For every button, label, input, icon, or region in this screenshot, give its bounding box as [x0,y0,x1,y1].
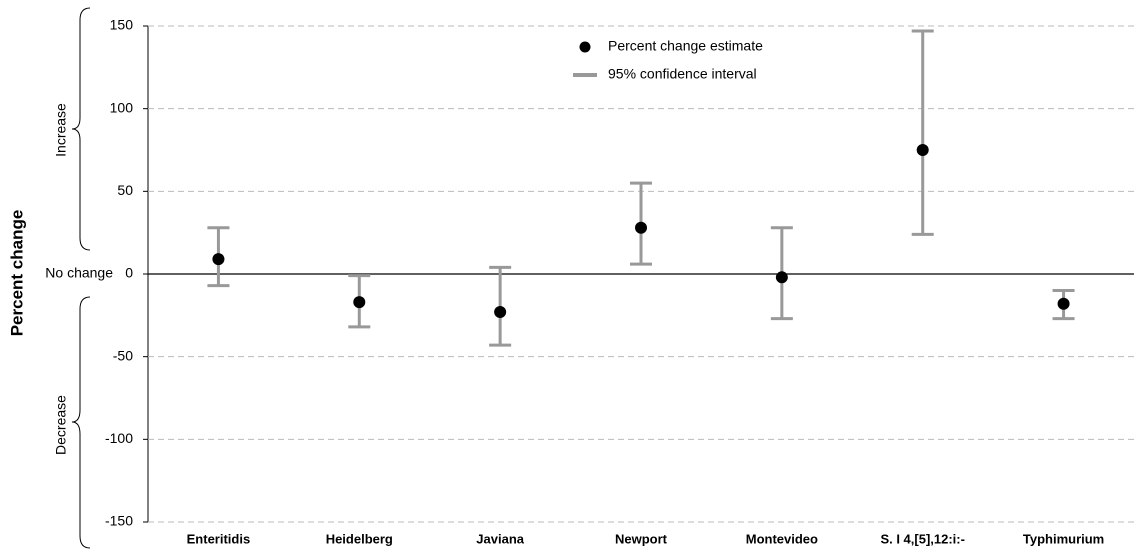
legend-label: 95% confidence interval [608,66,757,82]
estimate-point [635,221,647,234]
increase-brace [71,7,91,251]
increase-label: Increase [53,103,69,157]
estimate-point [916,144,929,156]
estimate-point [494,306,507,319]
y-tick-label: 50 [117,182,133,198]
estimate-point [212,253,225,266]
no-change-label: No change [45,265,113,281]
estimate-point [353,296,366,309]
x-tick-label: Heidelberg [326,531,393,546]
x-tick-label: Montevideo [746,531,818,546]
estimate-point [1057,297,1070,310]
y-tick-label: 0 [125,265,133,281]
y-tick-label: 100 [110,99,134,115]
decrease-brace [71,296,91,549]
y-axis-label: Percent change [7,210,26,337]
x-tick-label: Typhimurium [1023,531,1104,546]
x-tick-label: Javiana [476,531,524,546]
y-tick-label: 150 [110,17,134,33]
x-tick-label: Newport [615,531,668,546]
legend-marker [579,41,591,53]
decrease-label: Decrease [53,395,69,455]
y-tick-label: -50 [113,347,133,363]
y-tick-label: -150 [105,513,133,529]
estimate-point [775,271,788,284]
x-tick-label: S. I 4,[5],12:i:- [880,531,965,546]
x-tick-label: Enteritidis [187,531,251,546]
y-tick-label: -100 [105,430,133,446]
legend-label: Percent change estimate [608,38,763,54]
